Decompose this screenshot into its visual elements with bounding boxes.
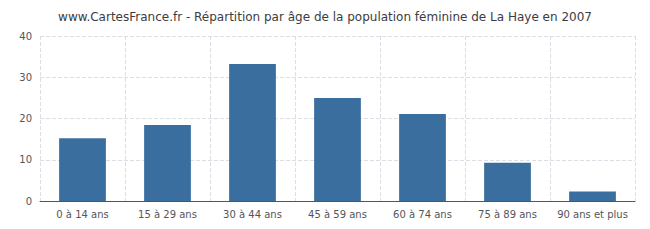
svg-text:60 à 74 ans: 60 à 74 ans	[393, 209, 452, 220]
svg-text:30 à 44 ans: 30 à 44 ans	[223, 209, 282, 220]
svg-text:30: 30	[19, 72, 32, 83]
svg-text:0: 0	[26, 196, 32, 207]
svg-text:40: 40	[19, 31, 32, 42]
svg-text:www.CartesFrance.fr - Répartit: www.CartesFrance.fr - Répartition par âg…	[58, 10, 592, 24]
svg-text:75 à 89 ans: 75 à 89 ans	[478, 209, 537, 220]
svg-text:15 à 29 ans: 15 à 29 ans	[138, 209, 197, 220]
svg-text:10: 10	[19, 154, 32, 165]
svg-text:20: 20	[19, 113, 32, 124]
svg-text:0 à 14 ans: 0 à 14 ans	[56, 209, 108, 220]
svg-text:45 à 59 ans: 45 à 59 ans	[308, 209, 367, 220]
svg-text:90 ans et plus: 90 ans et plus	[557, 209, 628, 220]
